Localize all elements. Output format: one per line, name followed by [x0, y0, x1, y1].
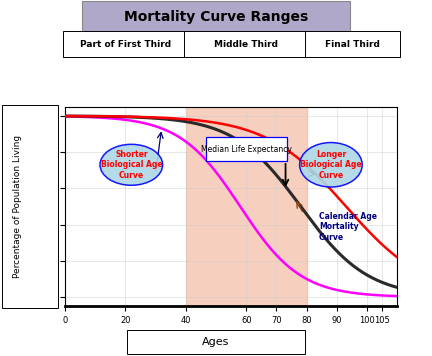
Text: Ages: Ages [202, 337, 230, 347]
Bar [186, 107, 307, 306]
Text: Mortality Curve Ranges: Mortality Curve Ranges [124, 10, 308, 25]
Text: Calendar Age
Mortality
Curve: Calendar Age Mortality Curve [319, 212, 377, 242]
Text: Part of First Third: Part of First Third [80, 40, 171, 49]
Text: Shorter
Biological Age
Curve: Shorter Biological Age Curve [101, 150, 162, 180]
Text: Final Third: Final Third [324, 40, 380, 49]
Text: Longer
Biological Age
Curve: Longer Biological Age Curve [300, 150, 362, 180]
Text: Median Life Expectancy: Median Life Expectancy [201, 145, 292, 154]
Text: Percentage of Population Living: Percentage of Population Living [13, 135, 22, 278]
Text: Middle Third: Middle Third [214, 40, 278, 49]
